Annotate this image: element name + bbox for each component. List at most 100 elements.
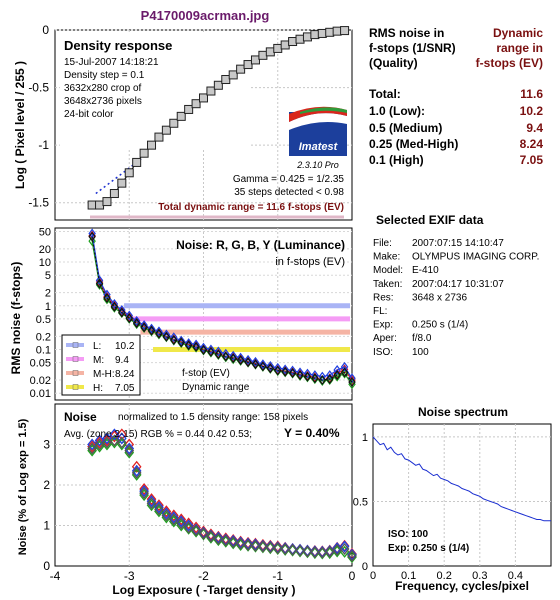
exif-key-1: Make: xyxy=(373,252,400,263)
noise-pct-point-R-13 xyxy=(183,517,194,530)
rms-col2-line1: range in xyxy=(496,41,543,55)
imatest-logo: Imatest xyxy=(289,106,347,156)
noise-pct-point-B-1 xyxy=(94,434,105,447)
rms-row-value-1: 10.2 xyxy=(520,104,544,118)
noise-ev-point-B-30 xyxy=(311,370,319,381)
noise-pct-title: Noise xyxy=(64,410,97,424)
noise-ev-point-Y-30 xyxy=(311,373,319,384)
density-point-21 xyxy=(243,60,253,70)
exif-title: Selected EXIF data xyxy=(376,213,484,227)
noise-ev-point-Y-18 xyxy=(222,351,230,362)
noise-ev-point-B-3 xyxy=(110,298,119,309)
noise-ev-ytick-label-9: 0.05 xyxy=(30,358,51,370)
noise-ev-point-G-0 xyxy=(88,236,96,247)
noise-ev-point-B-15 xyxy=(199,342,208,353)
noise-ev-point-B-17 xyxy=(214,346,223,357)
noise-pct-xtick-label-1: -3 xyxy=(124,569,135,583)
noise-pct-x-ticks: -4 -3 -2 -1 0 xyxy=(50,569,356,583)
noise-pct-point-Y-10 xyxy=(161,509,172,522)
noise-pct-point-Y-27 xyxy=(287,543,298,556)
noise-ev-point-B-19 xyxy=(229,350,237,361)
density-point-10 xyxy=(161,125,171,135)
noise-pct-point-B-0 xyxy=(87,438,97,451)
noise-ev-point-B-28 xyxy=(296,367,304,378)
density-point-9 xyxy=(154,132,164,142)
noise-pct-point-R-18 xyxy=(220,532,231,545)
spectrum-x-label: Frequency, cycles/pixel xyxy=(395,579,529,593)
density-point-32 xyxy=(325,27,335,37)
noise-ev-point-B-9 xyxy=(155,326,163,337)
spectrum-xtick-label-1: 0.1 xyxy=(401,570,416,582)
noise-pct-point-Y-6 xyxy=(131,466,142,479)
noise-ev-point-Y-1 xyxy=(95,278,104,289)
exif-key-4: Res: xyxy=(373,292,394,303)
noise-ev-point-B-14 xyxy=(192,339,200,350)
density-title: Density response xyxy=(64,38,172,53)
density-point-24 xyxy=(265,47,275,57)
noise-pct-avg: Avg. (zone 2-15) RGB % = 0.44 0.42 0.53; xyxy=(64,429,252,440)
noise-ev-point-B-26 xyxy=(281,364,289,375)
exif-key-0: File: xyxy=(373,238,392,249)
density-point-28 xyxy=(295,34,305,44)
density-info-3: 3648x2736 pixels xyxy=(64,96,142,107)
total-dr-text: Total dynamic range = 11.6 f-stops (EV) xyxy=(158,202,344,213)
density-point-11 xyxy=(169,118,179,128)
density-ytick-label-0: 0 xyxy=(42,23,49,37)
legend-label-3: H: xyxy=(93,383,103,394)
noise-pct-point-R-10 xyxy=(161,505,172,518)
noise-pct-ytick-label-3: 3 xyxy=(43,438,50,452)
density-point-31 xyxy=(317,28,327,38)
noise-pct-ytick-label-0: 0 xyxy=(43,559,50,573)
noise-pct-point-B-13 xyxy=(183,519,194,532)
noise-ev-point-Y-29 xyxy=(303,371,312,382)
density-point-30 xyxy=(310,30,320,40)
density-curve xyxy=(87,26,350,210)
noise-ev-point-G-34 xyxy=(340,368,349,379)
noise-pct-point-Y-8 xyxy=(146,497,157,510)
noise-pct-point-R-9 xyxy=(154,499,164,512)
noise-ev-point-Y-20 xyxy=(236,355,245,366)
noise-ev-point-Y-13 xyxy=(184,340,193,351)
noise-ev-ytick-label-4: 2 xyxy=(45,288,51,300)
noise-ev-point-Y-6 xyxy=(132,318,141,329)
noise-pct-y-ticks: 0 1 2 3 xyxy=(43,438,50,574)
noise-ev-point-R-5 xyxy=(125,312,133,323)
noise-pct-point-R-14 xyxy=(191,521,201,534)
noise-pct-xtick-label-0: -4 xyxy=(50,569,61,583)
noise-pct-point-R-15 xyxy=(198,525,209,538)
noise-ev-point-Y-28 xyxy=(296,370,304,381)
noise-ev-ytick-label-5: 1 xyxy=(45,301,51,313)
noise-pct-point-Y-20 xyxy=(235,537,246,550)
density-ytick-label-1: -0.5 xyxy=(28,81,49,95)
noise-pct-point-Y-30 xyxy=(310,546,320,559)
noise-ev-point-B-34 xyxy=(340,361,349,372)
noise-pct-point-Y-1 xyxy=(94,438,105,451)
noise-ev-point-B-23 xyxy=(259,359,267,370)
density-point-7 xyxy=(139,148,149,158)
noise-ev-point-Y-22 xyxy=(251,359,260,370)
density-info-1: Density step = 0.1 xyxy=(64,70,145,81)
exif-value-2: E-410 xyxy=(412,265,439,276)
noise-ev-point-R-33 xyxy=(333,368,341,379)
density-point-6 xyxy=(132,157,142,167)
density-info-4: 24-bit color xyxy=(64,109,114,120)
spectrum-panel: Noise spectrum 10.50 0 0.1 0.2 0.3 0.4 Frequ… xyxy=(353,405,552,593)
noise-ev-point-Y-32 xyxy=(325,374,334,385)
noise-ev-point-B-13 xyxy=(184,338,193,349)
file-title: P4170009acrman.jpg xyxy=(141,8,270,23)
noise-pct-point-G-4 xyxy=(116,438,127,451)
noise-ev-point-B-4 xyxy=(118,305,126,315)
noise-pct-point-Y-32 xyxy=(324,545,335,558)
noise-pct-point-B-5 xyxy=(124,442,135,455)
density-point-2 xyxy=(102,197,112,207)
spectrum-iso: ISO: 100 xyxy=(388,529,428,540)
exif-value-1: OLYMPUS IMAGING CORP. xyxy=(412,252,539,263)
noise-ev-point-Y-5 xyxy=(125,313,133,324)
noise-pct-point-B-22 xyxy=(250,538,261,551)
noise-pct-point-Y-24 xyxy=(265,541,276,554)
noise-ev-point-B-27 xyxy=(288,365,297,376)
noise-pct-point-Y-0 xyxy=(87,442,97,455)
noise-pct-point-R-1 xyxy=(94,436,105,449)
density-point-27 xyxy=(288,37,298,47)
